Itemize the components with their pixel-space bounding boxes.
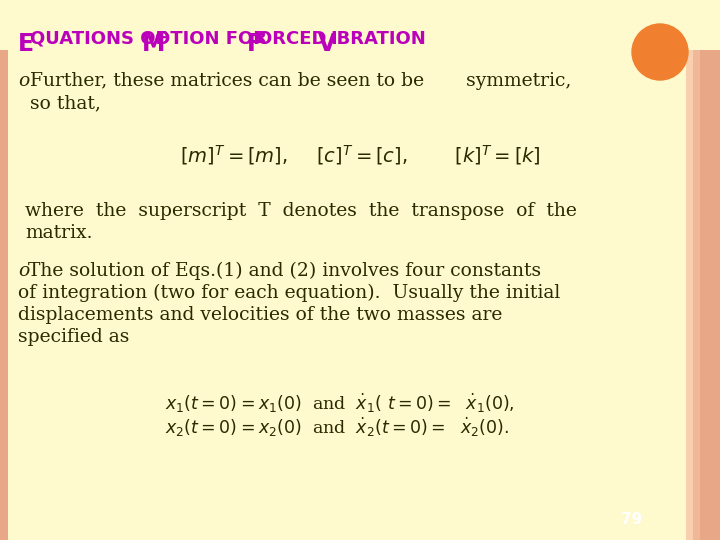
Text: V: V bbox=[318, 32, 336, 56]
Text: The solution of Eqs.(1) and (2) involves four constants: The solution of Eqs.(1) and (2) involves… bbox=[28, 262, 541, 280]
Text: o: o bbox=[18, 72, 30, 90]
Text: matrix.: matrix. bbox=[25, 224, 92, 242]
Text: F: F bbox=[247, 32, 263, 56]
Text: M: M bbox=[142, 32, 166, 56]
Text: specified as: specified as bbox=[18, 328, 130, 346]
Bar bbox=[0, 0, 720, 50]
Text: o: o bbox=[18, 262, 30, 280]
Text: IBRATION: IBRATION bbox=[330, 30, 426, 48]
Text: of integration (two for each equation).  Usually the initial: of integration (two for each equation). … bbox=[18, 284, 560, 302]
Text: $[m]^T = [m],$    $[c]^T = [c],$       $[k]^T = [k]$: $[m]^T = [m],$ $[c]^T = [c],$ $[k]^T = [… bbox=[179, 143, 541, 167]
Bar bbox=[693, 0, 700, 540]
Bar bbox=[700, 0, 720, 540]
Text: so that,: so that, bbox=[30, 94, 101, 112]
Circle shape bbox=[632, 24, 688, 80]
Text: ORCED: ORCED bbox=[257, 30, 333, 48]
Text: $x_2(t = 0) = x_2(0)$  and  $\dot{x}_2(t = 0) =\ \ \dot{x}_2(0).$: $x_2(t = 0) = x_2(0)$ and $\dot{x}_2(t =… bbox=[165, 416, 509, 439]
Text: E: E bbox=[18, 32, 34, 56]
Text: Further, these matrices can be seen to be       symmetric,: Further, these matrices can be seen to b… bbox=[30, 72, 572, 90]
Text: displacements and velocities of the two masses are: displacements and velocities of the two … bbox=[18, 306, 503, 324]
Bar bbox=[686, 0, 693, 540]
Bar bbox=[0, 0, 8, 540]
Text: $x_1(t = 0) = x_1(0)$  and  $\dot{x}_1(\ t = 0) =\ \ \dot{x}_1(0),$: $x_1(t = 0) = x_1(0)$ and $\dot{x}_1(\ t… bbox=[165, 392, 515, 415]
Text: where  the  superscript  T  denotes  the  transpose  of  the: where the superscript T denotes the tran… bbox=[25, 202, 577, 220]
Text: 79: 79 bbox=[621, 512, 643, 528]
Text: OTION FOR: OTION FOR bbox=[155, 30, 274, 48]
Text: QUATIONS OF: QUATIONS OF bbox=[30, 30, 174, 48]
